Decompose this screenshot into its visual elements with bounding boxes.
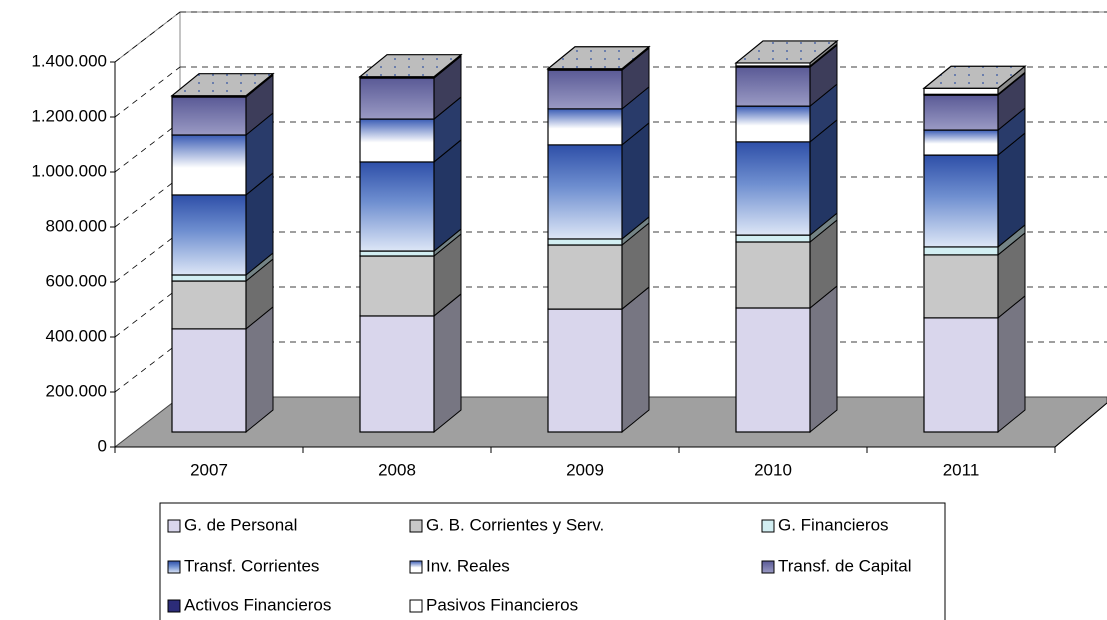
bar-segment: [171, 328, 247, 433]
y-tick-label: 1.000.000: [31, 161, 107, 180]
bar-side: [809, 284, 838, 434]
grid-line: [114, 176, 181, 228]
bar-segment: [359, 161, 435, 252]
y-tick-label: 200.000: [46, 381, 107, 400]
x-tick-label: 2010: [754, 460, 792, 479]
legend-label: Inv. Reales: [426, 556, 510, 575]
y-tick-label: 1.200.000: [31, 106, 107, 125]
legend-swatch: [167, 519, 181, 533]
floor-edge: [1054, 402, 1107, 448]
bar-side: [433, 292, 462, 434]
legend: [159, 502, 946, 620]
grid-line: [114, 231, 181, 283]
bar-segment: [923, 246, 999, 256]
bar-segment: [735, 105, 811, 143]
bar-segment: [923, 317, 999, 433]
x-tick-label: 2007: [190, 460, 228, 479]
bar-segment: [171, 194, 247, 276]
bar-segment: [547, 144, 623, 240]
bar-segment: [171, 280, 247, 330]
bar-segment: [735, 234, 811, 243]
grid-line: [114, 66, 181, 118]
x-tick-label: 2011: [943, 460, 980, 479]
legend-label: Activos Financieros: [184, 595, 331, 614]
x-tick-label: 2009: [566, 460, 604, 479]
legend-label: Transf. Corrientes: [184, 556, 319, 575]
bar-segment: [923, 87, 999, 95]
y-tick-label: 400.000: [46, 326, 107, 345]
y-tick-label: 0: [98, 436, 107, 455]
grid-line: [114, 341, 181, 393]
legend-label: G. de Personal: [184, 515, 297, 534]
bar-segment: [735, 241, 811, 309]
bar-segment: [359, 118, 435, 163]
bar-top: [734, 40, 839, 64]
bar-segment: [547, 308, 623, 433]
bar-top: [546, 46, 651, 70]
bar-segment: [923, 94, 999, 131]
legend-label: Pasivos Financieros: [426, 595, 578, 614]
bar-segment: [359, 77, 435, 120]
legend-label: G. B. Corrientes y Serv.: [426, 515, 604, 534]
y-tick-label: 800.000: [46, 216, 107, 235]
bar-segment: [547, 69, 623, 110]
grid-line: [114, 11, 181, 63]
y-tick-label: 1.400.000: [31, 51, 107, 70]
legend-swatch: [409, 599, 423, 613]
bar-segment: [735, 141, 811, 236]
legend-label: G. Financieros: [778, 515, 889, 534]
legend-swatch: [409, 560, 423, 574]
legend-swatch: [167, 599, 181, 613]
bar-segment: [359, 315, 435, 433]
bar-top: [358, 54, 463, 78]
grid-line: [114, 121, 181, 173]
bar-segment: [923, 154, 999, 248]
bar-segment: [547, 108, 623, 146]
bar-segment: [359, 255, 435, 317]
bar-segment: [359, 250, 435, 257]
bar-side: [997, 294, 1026, 434]
bar-segment: [547, 244, 623, 310]
legend-swatch: [761, 560, 775, 574]
bar-top: [922, 65, 1027, 89]
bar-segment: [171, 134, 247, 196]
bar-segment: [547, 238, 623, 246]
legend-swatch: [167, 560, 181, 574]
grid-line: [114, 286, 181, 338]
bar-segment: [923, 129, 999, 156]
legend-swatch: [409, 519, 423, 533]
bar-segment: [735, 307, 811, 433]
bar-segment: [171, 96, 247, 136]
bar-segment: [735, 66, 811, 107]
legend-label: Transf. de Capital: [778, 556, 912, 575]
y-tick-label: 600.000: [46, 271, 107, 290]
bar-side: [621, 286, 650, 434]
bar-segment: [923, 254, 999, 319]
bar-top: [170, 73, 275, 97]
x-tick-label: 2008: [378, 460, 416, 479]
bar-segment: [171, 274, 247, 282]
legend-swatch: [761, 519, 775, 533]
